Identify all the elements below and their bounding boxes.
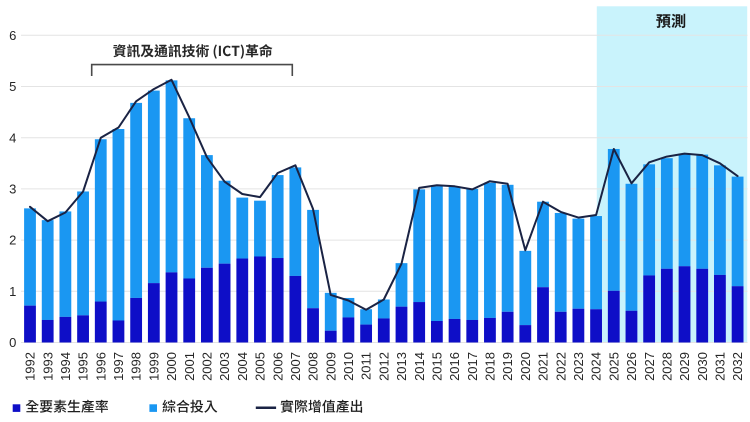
- svg-text:1994: 1994: [58, 352, 73, 381]
- svg-text:2003: 2003: [217, 352, 232, 381]
- svg-text:4: 4: [9, 130, 16, 145]
- svg-text:2011: 2011: [359, 352, 374, 380]
- svg-text:3: 3: [9, 182, 16, 197]
- svg-text:2028: 2028: [659, 352, 674, 381]
- svg-text:2001: 2001: [182, 352, 197, 381]
- svg-text:2021: 2021: [536, 352, 551, 381]
- svg-text:1995: 1995: [76, 352, 91, 381]
- svg-text:2025: 2025: [606, 352, 621, 381]
- svg-text:2007: 2007: [288, 352, 303, 381]
- svg-text:2: 2: [9, 233, 16, 248]
- svg-text:2020: 2020: [518, 352, 533, 381]
- svg-text:2023: 2023: [571, 352, 586, 381]
- svg-text:2026: 2026: [624, 352, 639, 381]
- svg-text:2031: 2031: [713, 352, 728, 381]
- svg-text:2012: 2012: [376, 352, 391, 381]
- svg-text:1992: 1992: [23, 352, 38, 381]
- svg-text:2032: 2032: [730, 352, 745, 381]
- svg-text:2010: 2010: [341, 352, 356, 381]
- svg-text:2009: 2009: [323, 352, 338, 381]
- svg-text:1998: 1998: [129, 352, 144, 381]
- svg-text:2019: 2019: [500, 352, 515, 381]
- svg-text:2005: 2005: [253, 352, 268, 381]
- svg-text:2029: 2029: [677, 352, 692, 381]
- svg-text:2027: 2027: [642, 352, 657, 381]
- svg-text:2002: 2002: [200, 352, 215, 381]
- svg-text:2008: 2008: [306, 352, 321, 381]
- svg-text:6: 6: [9, 28, 16, 43]
- svg-text:1997: 1997: [111, 352, 126, 381]
- svg-text:0: 0: [9, 335, 16, 350]
- svg-text:1993: 1993: [40, 352, 55, 381]
- svg-text:2030: 2030: [695, 352, 710, 381]
- svg-text:2017: 2017: [465, 352, 480, 381]
- svg-text:2000: 2000: [164, 352, 179, 381]
- svg-text:2014: 2014: [412, 352, 427, 381]
- svg-text:5: 5: [9, 79, 16, 94]
- svg-text:2024: 2024: [589, 352, 604, 381]
- svg-text:1: 1: [9, 284, 16, 299]
- svg-text:2013: 2013: [394, 352, 409, 381]
- svg-text:2006: 2006: [270, 352, 285, 381]
- svg-text:2016: 2016: [447, 352, 462, 381]
- svg-text:2004: 2004: [235, 352, 250, 381]
- svg-text:1996: 1996: [93, 352, 108, 381]
- svg-text:2022: 2022: [553, 352, 568, 381]
- svg-text:2018: 2018: [483, 352, 498, 381]
- svg-text:1999: 1999: [146, 352, 161, 381]
- svg-text:2015: 2015: [429, 352, 444, 381]
